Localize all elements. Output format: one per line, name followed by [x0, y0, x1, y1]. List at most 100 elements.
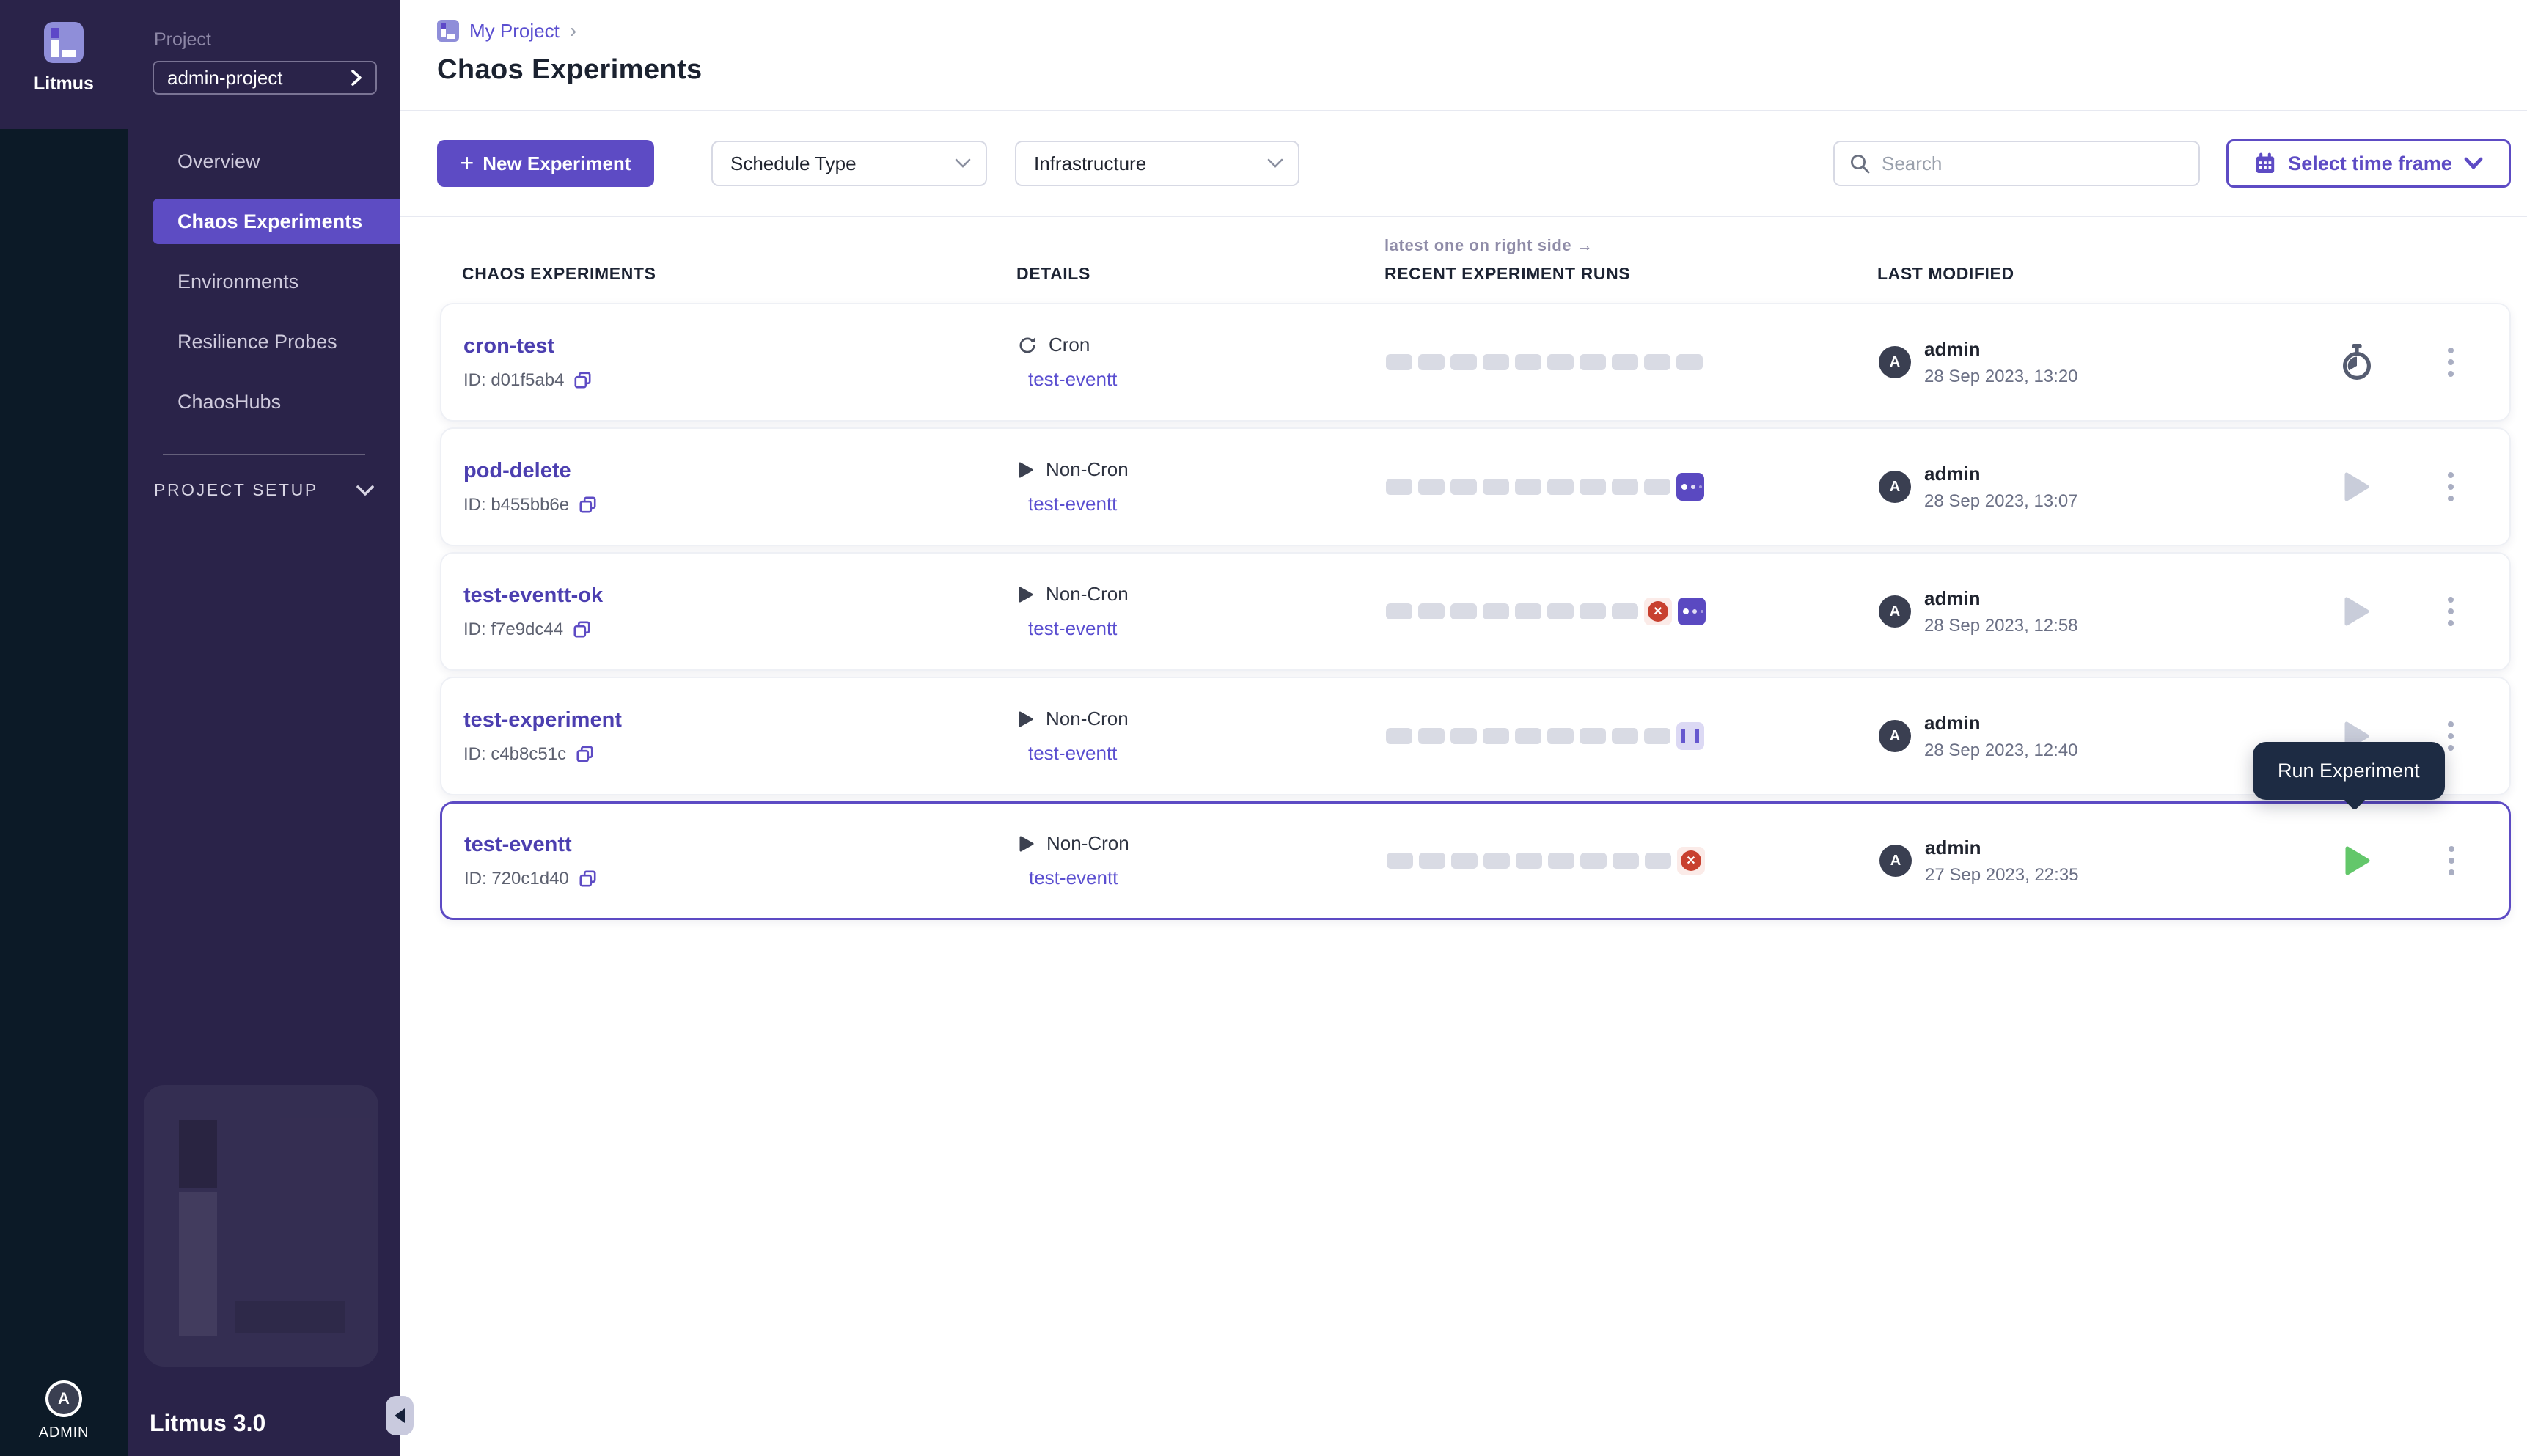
experiment-name-cell: pod-delete ID: b455bb6e [463, 459, 1018, 515]
run-cell-empty [1580, 354, 1606, 370]
experiment-name-cell: cron-test ID: d01f5ab4 [463, 334, 1018, 391]
table-row[interactable]: test-eventt-ok ID: f7e9dc44 [440, 552, 2511, 671]
last-modified-cell: A admin 28 Sep 2023, 13:07 [1879, 463, 2333, 512]
schedule-type-value: Non-Cron [1046, 458, 1129, 480]
run-cell-empty [1418, 354, 1445, 370]
row-menu-button[interactable] [2445, 469, 2457, 504]
run-cell-failed[interactable] [1644, 598, 1672, 625]
target-experiment-link[interactable]: test-eventt [1028, 742, 1118, 764]
sidebar-collapse-button[interactable] [386, 1396, 414, 1435]
run-experiment-button-disabled [2342, 595, 2372, 628]
search-icon [1850, 154, 1870, 174]
row-menu-button[interactable] [2445, 345, 2457, 380]
experiment-name-link[interactable]: test-eventt-ok [463, 583, 604, 607]
run-cell-failed[interactable] [1677, 847, 1705, 875]
last-modified-cell: A admin 28 Sep 2023, 12:58 [1879, 587, 2333, 636]
experiment-name-link[interactable]: pod-delete [463, 458, 571, 482]
modified-timestamp: 28 Sep 2023, 13:07 [1924, 490, 2078, 511]
user-avatar-label: ADMIN [38, 1424, 89, 1441]
target-experiment-link[interactable]: test-eventt [1028, 493, 1118, 515]
run-cell-empty [1644, 479, 1670, 495]
sidebar-nav-item[interactable]: Chaos Experiments [153, 199, 400, 244]
chevron-down-icon [1267, 158, 1283, 168]
select-time-frame-button[interactable]: Select time frame [2226, 139, 2511, 188]
copy-id-button[interactable] [574, 371, 592, 389]
modified-by-user: admin [1924, 337, 1981, 360]
copy-id-button[interactable] [579, 496, 597, 514]
target-experiment-link[interactable]: test-eventt [1028, 368, 1118, 390]
sidebar-nav-item[interactable]: Overview [128, 139, 400, 184]
sidebar-nav-item[interactable]: ChaosHubs [128, 379, 400, 424]
run-cell-empty [1580, 479, 1606, 495]
experiment-id: ID: c4b8c51c [463, 743, 567, 764]
details-cell: Non-Cron test-eventt [1018, 707, 1386, 765]
modified-by-avatar: A [1879, 845, 1912, 877]
modified-by-avatar: A [1879, 471, 1911, 503]
sidebar-nav-item[interactable]: Resilience Probes [128, 319, 400, 364]
sidebar-nav-item-label: Chaos Experiments [177, 210, 363, 232]
row-actions-cell [2333, 468, 2509, 506]
litmus-logo-label: Litmus [34, 73, 94, 94]
experiment-name-link[interactable]: test-eventt [464, 832, 572, 856]
user-avatar-button[interactable]: A [45, 1380, 82, 1417]
cron-schedule-icon [1018, 336, 1037, 355]
project-setup-toggle[interactable]: PROJECT SETUP [154, 480, 374, 500]
row-menu-button[interactable] [2446, 843, 2457, 878]
breadcrumb-logo-icon [437, 20, 459, 42]
breadcrumb-project-link[interactable]: My Project [469, 19, 560, 42]
table-row[interactable]: pod-delete ID: b455bb6e [440, 427, 2511, 546]
main-content: My Project › Chaos Experiments + New Exp… [400, 0, 2527, 1456]
run-cell-running[interactable] [1676, 473, 1704, 501]
run-cell-empty [1451, 853, 1478, 869]
copy-id-button[interactable] [573, 620, 591, 639]
run-cell-empty [1676, 354, 1703, 370]
litmus-logo-icon [44, 22, 84, 63]
schedule-type-value: Schedule Type [730, 152, 857, 174]
run-cell-paused[interactable] [1676, 722, 1704, 750]
run-cell-empty [1418, 728, 1445, 744]
table-header-row: CHAOS EXPERIMENTS DETAILS latest one on … [440, 236, 2511, 284]
non-cron-icon [1018, 461, 1034, 479]
chevron-down-icon [955, 158, 971, 168]
recent-runs-cell [1387, 847, 1879, 875]
modified-timestamp: 28 Sep 2023, 12:58 [1924, 615, 2078, 636]
copy-id-button[interactable] [576, 745, 594, 763]
target-experiment-link[interactable]: test-eventt [1029, 867, 1118, 889]
details-cell: Non-Cron test-eventt [1018, 583, 1386, 640]
experiment-name-link[interactable]: cron-test [463, 334, 555, 358]
page-header: My Project › Chaos Experiments [400, 0, 2527, 111]
sidebar-nav-item[interactable]: Environments [128, 259, 400, 304]
experiment-name-link[interactable]: test-experiment [463, 707, 622, 732]
copy-icon [579, 496, 596, 512]
schedule-type-value: Non-Cron [1046, 832, 1129, 854]
copy-icon [573, 620, 590, 637]
experiment-name-cell: test-eventt ID: 720c1d40 [464, 833, 1019, 889]
tooltip-label: Run Experiment [2278, 760, 2420, 782]
table-row[interactable]: test-experiment ID: c4b8c51c [440, 677, 2511, 795]
table-row[interactable]: test-eventt ID: 720c1d40 [440, 801, 2511, 920]
experiment-name-cell: test-experiment ID: c4b8c51c [463, 708, 1018, 765]
toolbar: + New Experiment Schedule Type Infrastru… [400, 111, 2527, 217]
run-cell-running[interactable] [1678, 598, 1706, 625]
copy-icon [574, 371, 591, 388]
search-field [1833, 141, 2200, 186]
row-menu-button[interactable] [2445, 594, 2457, 629]
search-input[interactable] [1882, 152, 2184, 175]
project-selector[interactable]: admin-project [153, 61, 377, 95]
run-cell-empty [1547, 479, 1574, 495]
infrastructure-dropdown[interactable]: Infrastructure [1015, 141, 1299, 186]
new-experiment-button[interactable]: + New Experiment [437, 140, 654, 187]
copy-icon [576, 745, 593, 762]
row-menu-button[interactable] [2445, 718, 2457, 754]
target-experiment-link[interactable]: test-eventt [1028, 617, 1118, 639]
experiment-name-cell: test-eventt-ok ID: f7e9dc44 [463, 584, 1018, 640]
copy-id-button[interactable] [579, 869, 597, 888]
modified-by-avatar: A [1879, 720, 1911, 752]
run-experiment-button[interactable] [2343, 845, 2372, 877]
schedule-type-dropdown[interactable]: Schedule Type [711, 141, 987, 186]
details-cell: Non-Cron test-eventt [1019, 832, 1387, 889]
modified-by-user: admin [1925, 836, 1981, 858]
table-row[interactable]: cron-test ID: d01f5ab4 [440, 303, 2511, 422]
run-cell-empty [1580, 853, 1607, 869]
select-time-frame-label: Select time frame [2288, 152, 2452, 174]
